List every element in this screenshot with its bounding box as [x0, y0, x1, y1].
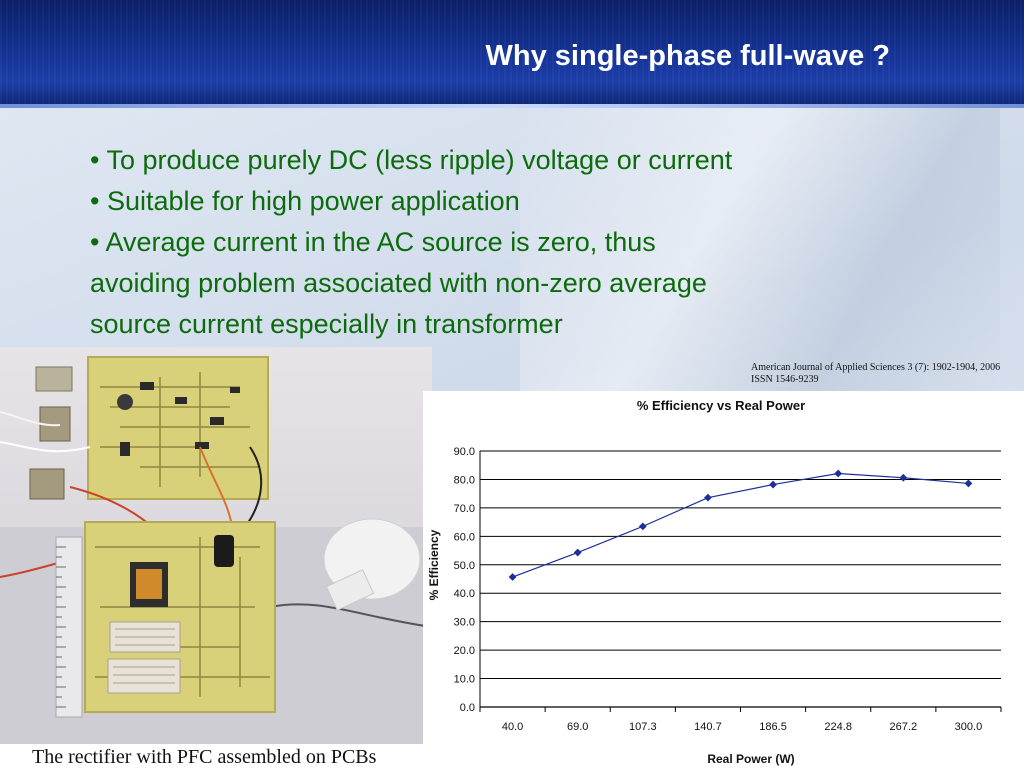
bullet-continuation: avoiding problem associated with non-zer… [90, 268, 707, 298]
y-tick-label: 20.0 [454, 645, 475, 657]
y-tick-label: 40.0 [454, 588, 475, 600]
title-bar: Why single-phase full-wave ? [0, 0, 1024, 108]
efficiency-series-line [512, 472, 969, 578]
bullet-continuation: source current especially in transformer [90, 309, 563, 339]
citation: American Journal of Applied Sciences 3 (… [751, 362, 1024, 386]
data-point [573, 548, 582, 557]
bullet-item: • Suitable for high power application [90, 186, 520, 216]
citation-journal: American Journal of Applied Sciences 3 (… [751, 362, 1001, 373]
y-tick-label: 0.0 [460, 702, 475, 714]
y-axis-label: % Efficiency [427, 529, 441, 600]
data-point [769, 480, 777, 489]
x-tick-label: 224.8 [824, 721, 852, 733]
header-divider [0, 104, 1024, 108]
x-tick-label: 40.0 [502, 721, 523, 733]
x-tick-label: 107.3 [629, 721, 657, 733]
bullet-list: • To produce purely DC (less ripple) vol… [90, 140, 930, 345]
chart-title: % Efficiency vs Real Power [637, 398, 805, 413]
y-tick-label: 10.0 [454, 674, 475, 686]
x-tick-label: 267.2 [890, 721, 918, 733]
x-tick-label: 300.0 [955, 721, 983, 733]
x-tick-label: 140.7 [694, 721, 722, 733]
y-tick-label: 30.0 [454, 617, 475, 629]
y-tick-label: 70.0 [454, 503, 475, 515]
slide-title: Why single-phase full-wave ? [485, 40, 890, 72]
y-tick-label: 80.0 [454, 474, 475, 486]
rectifier-photo [0, 347, 432, 745]
bullet-item: • Average current in the AC source is ze… [90, 227, 656, 257]
photo-caption: The rectifier with PFC assembled on PCBs [0, 744, 432, 768]
data-point [964, 479, 973, 488]
data-point [704, 493, 712, 502]
y-tick-label: 50.0 [454, 560, 475, 572]
efficiency-chart-svg: % Efficiency vs Real Power % Efficiency … [427, 398, 1002, 766]
x-tick-label: 69.0 [567, 721, 588, 733]
x-axis-label: Real Power (W) [707, 752, 794, 766]
data-point [508, 573, 517, 581]
y-tick-label: 90.0 [454, 446, 475, 458]
data-point [834, 469, 843, 478]
bullet-item: • To produce purely DC (less ripple) vol… [90, 145, 733, 175]
data-point [899, 473, 908, 482]
rectifier-photo-illustration [0, 356, 432, 745]
citation-issn: ISSN 1546-9239 [751, 374, 819, 385]
data-point [638, 522, 647, 531]
y-tick-label: 60.0 [454, 531, 475, 543]
efficiency-chart: % Efficiency vs Real Power % Efficiency … [423, 391, 1024, 768]
x-tick-label: 186.5 [759, 721, 787, 733]
